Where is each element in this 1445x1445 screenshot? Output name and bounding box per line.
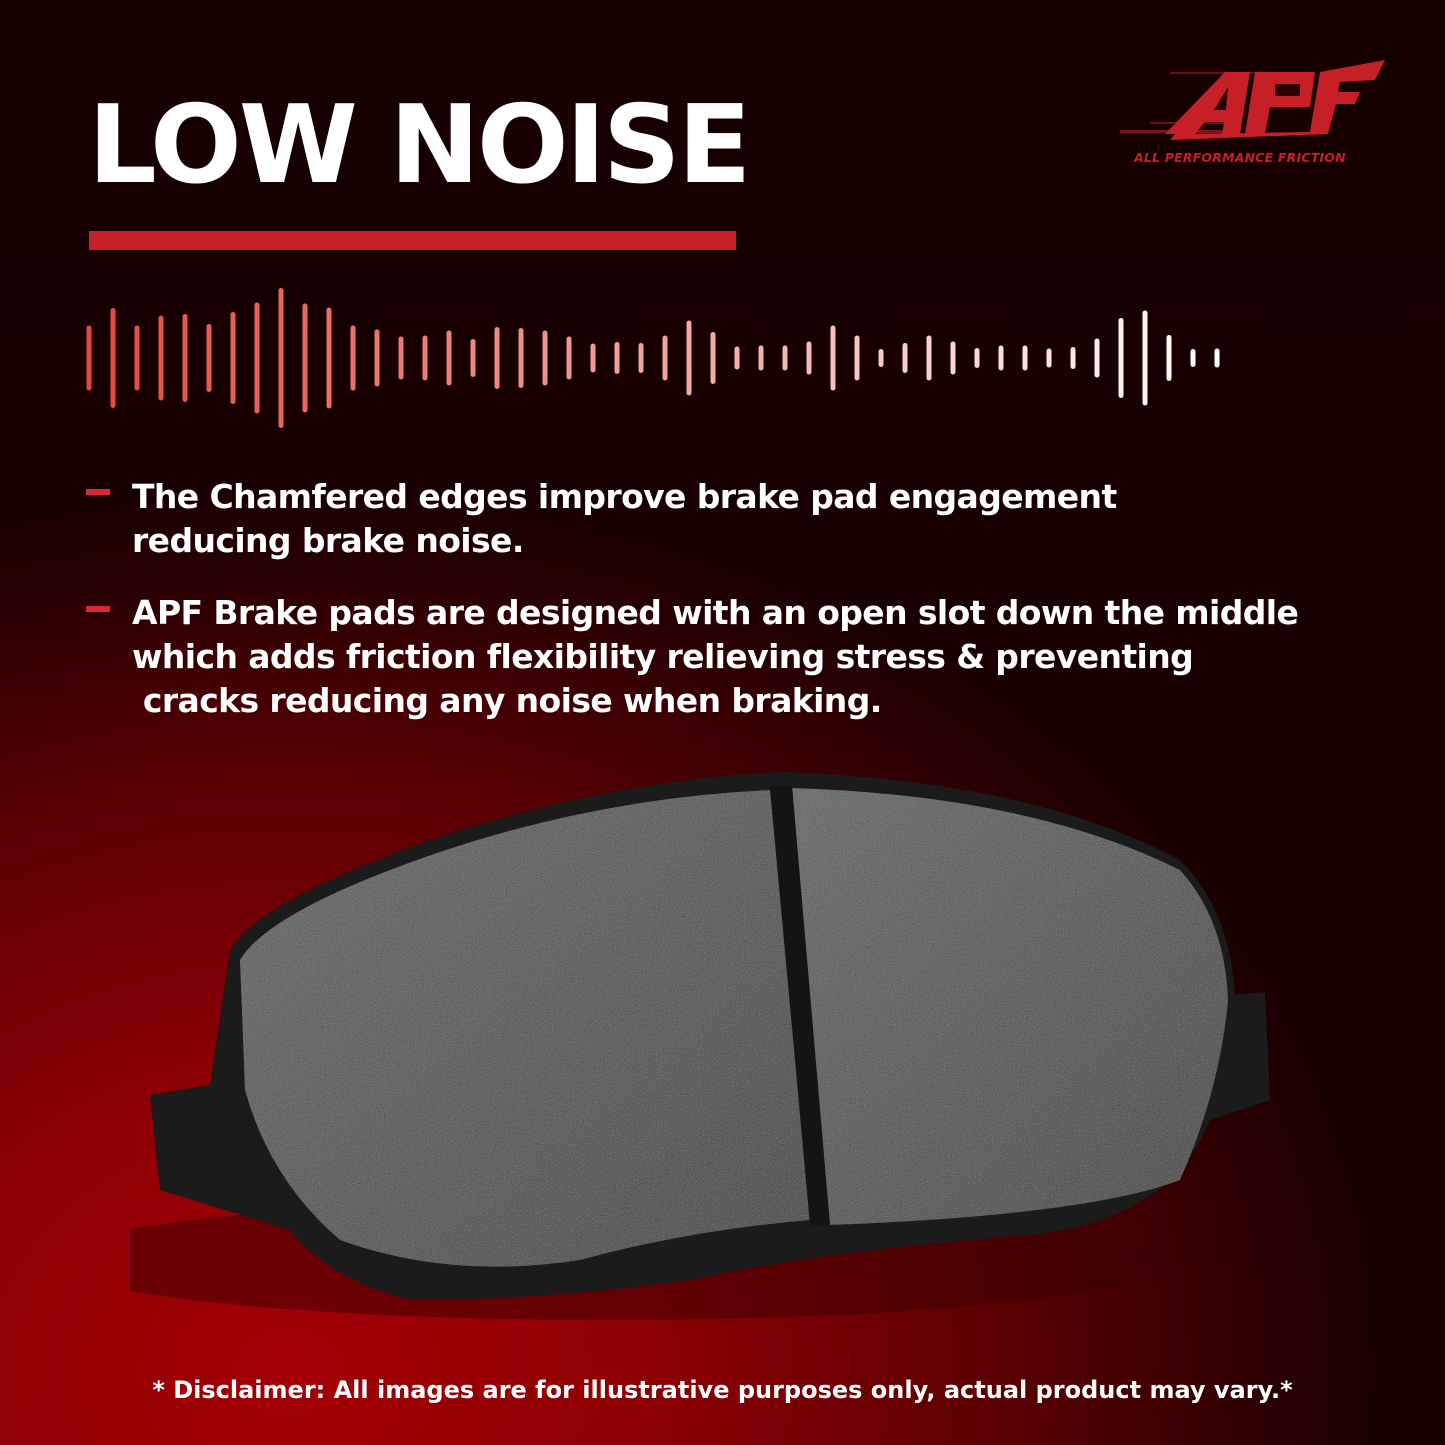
headline-underline bbox=[89, 231, 736, 250]
bullet-2: APF Brake pads are designed with an open… bbox=[132, 591, 1299, 723]
bullet-dash bbox=[86, 489, 110, 495]
bullet-dash bbox=[86, 606, 110, 612]
bullet-line: APF Brake pads are designed with an open… bbox=[132, 593, 1299, 632]
bullet-line: cracks reducing any noise when braking. bbox=[132, 681, 882, 720]
brake-pad-image bbox=[130, 772, 1270, 1320]
bullet-line: which adds friction flexibility relievin… bbox=[132, 637, 1194, 676]
sound-wave-icon bbox=[86, 288, 1220, 428]
brand-tagline: ALL PERFORMANCE FRICTION bbox=[1134, 150, 1346, 165]
bullet-line: The Chamfered edges improve brake pad en… bbox=[132, 477, 1117, 516]
bullet-line: reducing brake noise. bbox=[132, 521, 524, 560]
apf-logo bbox=[1120, 60, 1385, 140]
disclaimer: * Disclaimer: All images are for illustr… bbox=[152, 1376, 1293, 1404]
bullet-1: The Chamfered edges improve brake pad en… bbox=[132, 475, 1117, 563]
headline: LOW NOISE bbox=[88, 83, 751, 208]
